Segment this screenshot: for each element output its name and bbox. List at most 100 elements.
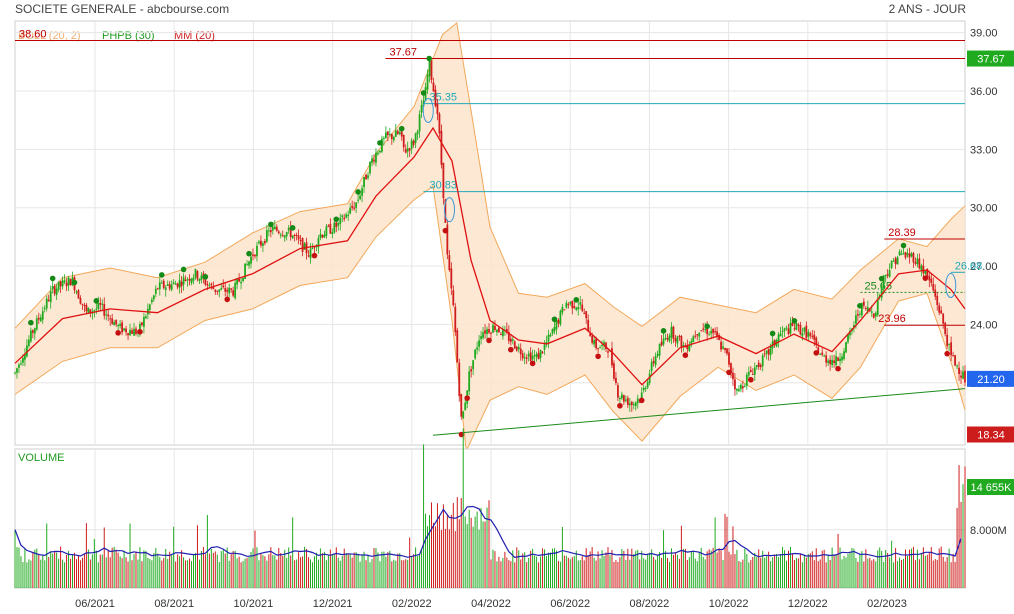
candle-body bbox=[783, 328, 786, 331]
level-label-35.35: 35.35 bbox=[430, 92, 458, 104]
candle-body bbox=[192, 277, 195, 281]
candle-body bbox=[144, 316, 147, 319]
x-tick-label: 08/2022 bbox=[630, 598, 670, 610]
candle-body bbox=[341, 215, 344, 217]
candle-body bbox=[236, 279, 239, 285]
candle-body bbox=[325, 226, 328, 236]
candle-body bbox=[757, 362, 760, 367]
highlight-ellipse bbox=[444, 197, 455, 223]
candle-body bbox=[444, 199, 447, 223]
candle-body bbox=[216, 290, 219, 292]
phpb-high-marker bbox=[93, 298, 100, 304]
candle-body bbox=[789, 323, 792, 334]
candle-body bbox=[841, 356, 843, 361]
candle-body bbox=[607, 351, 609, 353]
x-tick-label: 06/2022 bbox=[550, 598, 590, 610]
candle-body bbox=[507, 332, 510, 341]
candle-body bbox=[178, 280, 181, 288]
candle-body bbox=[944, 322, 947, 334]
candle-body bbox=[791, 322, 794, 326]
candle-body bbox=[849, 330, 851, 336]
candle-body bbox=[335, 222, 338, 228]
candle-body bbox=[468, 371, 471, 392]
candle-body bbox=[573, 306, 576, 308]
candle-body bbox=[422, 100, 425, 107]
candle-body bbox=[131, 330, 133, 334]
candle-body bbox=[858, 313, 861, 315]
phpb-high-marker bbox=[900, 242, 907, 249]
candle-body bbox=[117, 325, 120, 327]
candle-body bbox=[795, 322, 798, 330]
candle-body bbox=[343, 217, 346, 220]
candle-body bbox=[620, 394, 623, 399]
candle-body bbox=[761, 355, 764, 367]
candle-body bbox=[718, 334, 720, 341]
candle-body bbox=[829, 359, 832, 365]
candle-body bbox=[196, 271, 199, 280]
candle-body bbox=[206, 284, 209, 286]
candle-body bbox=[515, 346, 518, 351]
candle-body bbox=[686, 345, 689, 350]
candle-body bbox=[111, 318, 114, 324]
candle-body bbox=[898, 251, 901, 256]
candle-body bbox=[839, 358, 841, 362]
candle-body bbox=[123, 328, 125, 331]
candle-body bbox=[152, 295, 155, 300]
candle-body bbox=[355, 202, 358, 208]
candle-body bbox=[960, 375, 962, 378]
candle-body bbox=[154, 288, 157, 294]
candle-body bbox=[428, 58, 431, 77]
candle-body bbox=[823, 355, 826, 357]
chart-period: 2 ANS - JOUR bbox=[888, 2, 966, 16]
phpb-high-marker bbox=[660, 328, 667, 334]
candle-body bbox=[121, 322, 123, 333]
candle-body bbox=[14, 372, 16, 374]
candle-body bbox=[813, 334, 816, 340]
candle-body bbox=[281, 235, 284, 237]
candle-body bbox=[317, 238, 320, 248]
candle-body bbox=[670, 326, 673, 338]
phpb-high-marker bbox=[769, 330, 776, 337]
candle-body bbox=[668, 335, 671, 342]
candle-body bbox=[482, 332, 484, 338]
candle-body bbox=[950, 342, 953, 356]
candle-body bbox=[498, 327, 500, 333]
candle-body bbox=[476, 347, 479, 350]
candle-body bbox=[569, 301, 572, 304]
candle-body bbox=[81, 303, 84, 305]
candle-body bbox=[835, 356, 837, 365]
phpb-high-marker bbox=[268, 221, 274, 228]
candle-body bbox=[226, 289, 229, 292]
candle-body bbox=[484, 330, 486, 334]
candle-body bbox=[345, 214, 348, 218]
candle-body bbox=[777, 334, 780, 342]
candle-body bbox=[662, 338, 665, 345]
candle-body bbox=[93, 310, 96, 312]
candle-body bbox=[168, 284, 171, 289]
candle-body bbox=[523, 357, 526, 359]
candle-body bbox=[242, 277, 244, 282]
candle-body bbox=[819, 354, 822, 356]
candle-body bbox=[43, 308, 46, 310]
candle-body bbox=[900, 253, 903, 255]
candle-body bbox=[527, 353, 530, 357]
candle-body bbox=[448, 255, 451, 271]
candle-body bbox=[753, 367, 756, 375]
candle-body bbox=[480, 336, 482, 340]
candle-body bbox=[732, 372, 734, 380]
candle-body bbox=[75, 291, 78, 293]
candle-body bbox=[682, 345, 685, 347]
x-tick-label: 08/2021 bbox=[154, 598, 194, 610]
candle-body bbox=[490, 332, 492, 334]
phpb-low-marker bbox=[486, 337, 492, 344]
candle-body bbox=[141, 322, 143, 326]
candle-body bbox=[458, 362, 461, 397]
candle-body bbox=[377, 152, 379, 155]
bollinger-upper bbox=[14, 21, 966, 329]
phpb-low-marker bbox=[224, 296, 231, 303]
candle-body bbox=[119, 324, 122, 327]
candle-body bbox=[267, 230, 270, 232]
candle-body bbox=[747, 371, 750, 376]
candle-body bbox=[696, 334, 699, 336]
candle-body bbox=[779, 333, 782, 337]
